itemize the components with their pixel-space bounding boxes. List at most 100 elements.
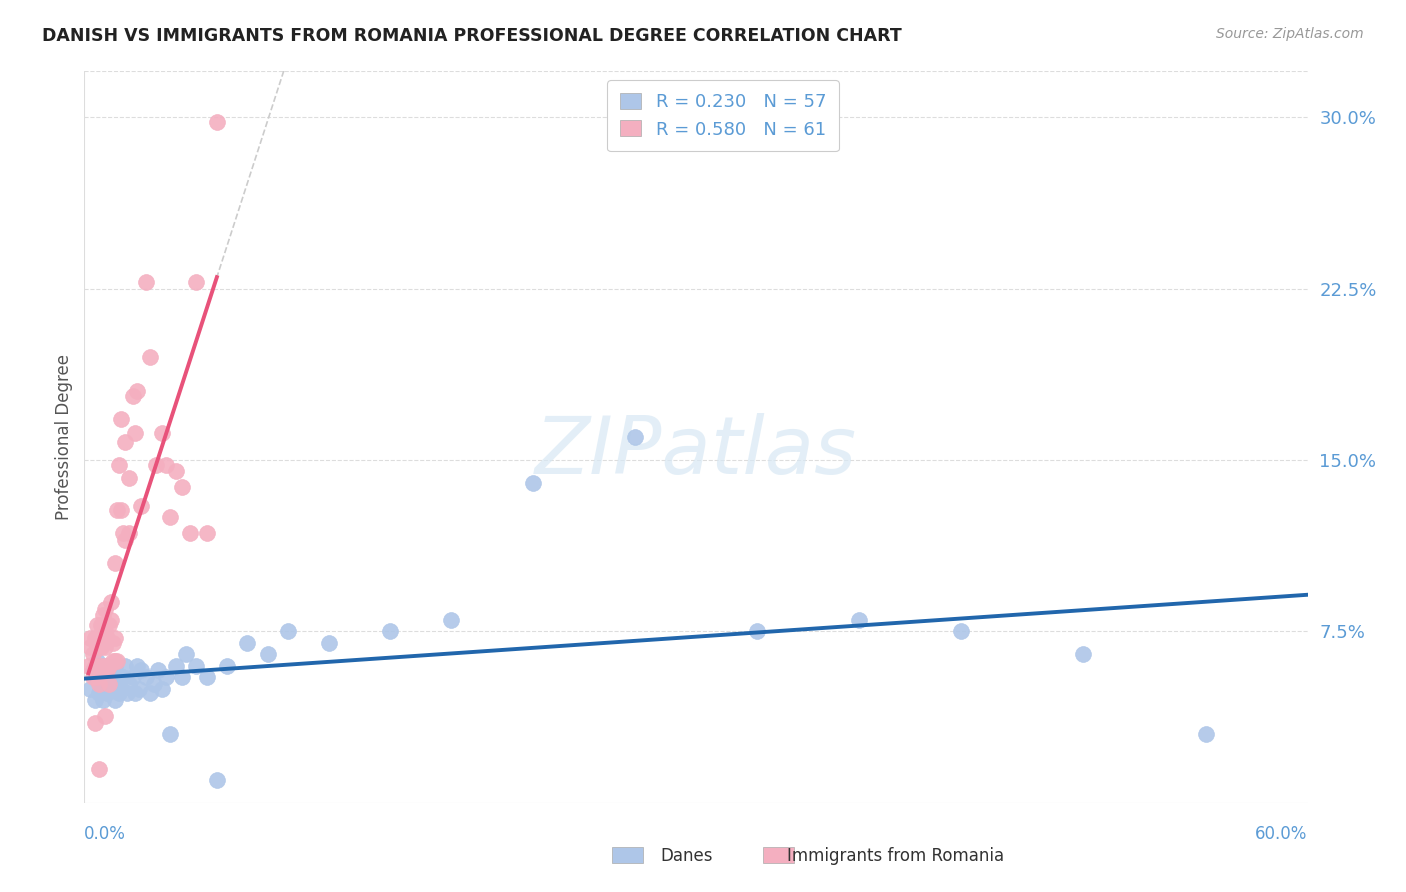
Point (93, 601, 115, 615)
Text: DANISH VS IMMIGRANTS FROM ROMANIA PROFESSIONAL DEGREE CORRELATION CHART: DANISH VS IMMIGRANTS FROM ROMANIA PROFES… (42, 27, 901, 45)
Point (108, 458, 131, 472)
Point (135, 275, 157, 289)
Point (380, 624, 402, 639)
Point (172, 670, 194, 684)
Point (97, 617, 120, 632)
Point (114, 434, 136, 449)
Point (138, 686, 160, 700)
Point (104, 693, 127, 707)
Point (950, 624, 973, 639)
Point (101, 670, 124, 684)
Point (624, 430, 647, 444)
Point (165, 464, 187, 478)
Point (1073, 647, 1095, 661)
Point (96, 632, 118, 646)
Point (522, 475, 544, 490)
Point (118, 471, 141, 485)
Point (195, 526, 218, 541)
Point (105, 670, 128, 684)
Text: ZIPatlas: ZIPatlas (534, 413, 858, 491)
Point (97, 658, 120, 673)
Point (138, 350, 160, 364)
Point (101, 654, 124, 668)
Point (86, 640, 108, 655)
Point (236, 636, 259, 650)
Point (90, 658, 112, 673)
Point (131, 663, 153, 677)
Point (79, 640, 101, 655)
Point (142, 677, 165, 691)
Point (77, 658, 100, 673)
Point (115, 686, 138, 700)
Point (87, 762, 110, 776)
Point (118, 526, 141, 541)
Point (100, 595, 122, 609)
Point (127, 384, 149, 399)
Point (145, 458, 167, 472)
Point (79, 681, 101, 696)
Point (93, 709, 115, 723)
Point (114, 658, 136, 673)
Point (104, 632, 127, 646)
Point (159, 510, 181, 524)
Point (79, 632, 101, 646)
Point (86, 654, 108, 668)
Point (86, 670, 108, 684)
Point (93, 624, 115, 639)
Point (205, 772, 228, 787)
Point (87, 686, 110, 700)
Text: Immigrants from Romania: Immigrants from Romania (787, 847, 1004, 865)
Point (97, 681, 120, 696)
Point (186, 658, 208, 673)
Point (179, 526, 201, 541)
Point (97, 677, 120, 691)
Point (105, 654, 128, 668)
Point (83, 715, 105, 730)
Point (155, 458, 177, 472)
Point (257, 647, 280, 661)
Point (86, 670, 108, 684)
Point (848, 613, 870, 627)
Point (86, 617, 108, 632)
Point (93, 658, 115, 673)
Point (747, 624, 769, 639)
Point (87, 677, 110, 691)
Point (104, 556, 127, 570)
Point (127, 658, 149, 673)
Point (82, 647, 104, 661)
Point (104, 654, 127, 668)
Point (186, 275, 208, 289)
Point (174, 647, 197, 661)
Point (83, 693, 105, 707)
Point (96, 686, 118, 700)
Point (104, 658, 127, 673)
Point (101, 636, 124, 650)
Point (172, 480, 194, 494)
Point (114, 533, 136, 547)
Point (91, 608, 114, 623)
Point (112, 670, 135, 684)
Point (118, 677, 141, 691)
Point (195, 670, 218, 684)
Point (150, 425, 173, 440)
Legend: R = 0.230   N = 57, R = 0.580   N = 61: R = 0.230 N = 57, R = 0.580 N = 61 (607, 80, 839, 152)
Point (90, 617, 112, 632)
Point (217, 658, 239, 673)
Point (91, 663, 114, 677)
Point (159, 727, 181, 741)
Point (83, 632, 105, 646)
Point (110, 412, 132, 426)
Point (97, 663, 120, 677)
Point (93, 670, 115, 684)
Point (100, 677, 122, 691)
Point (440, 613, 463, 627)
Point (146, 663, 169, 677)
Point (1195, 727, 1218, 741)
Point (122, 389, 145, 403)
Point (90, 658, 112, 673)
Text: Source: ZipAtlas.com: Source: ZipAtlas.com (1216, 27, 1364, 41)
Point (90, 677, 112, 691)
Point (110, 503, 132, 517)
Point (112, 526, 135, 541)
Point (82, 670, 104, 684)
